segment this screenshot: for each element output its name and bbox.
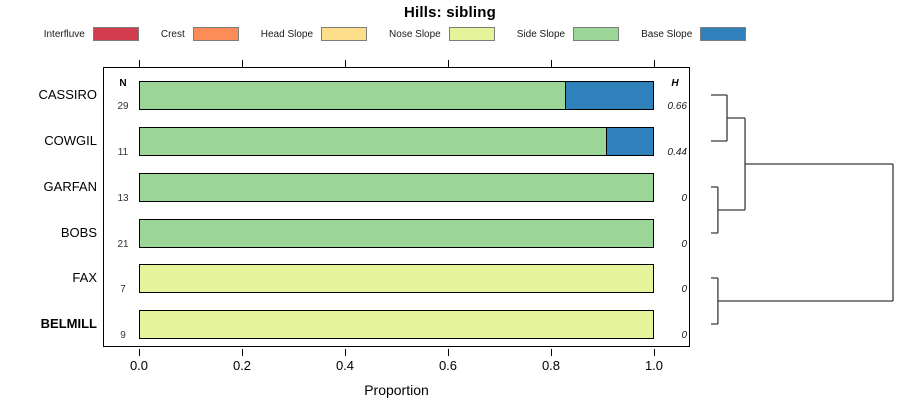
axis-tick-label: 1.0 [644, 358, 664, 373]
n-value: 13 [117, 193, 129, 204]
h-value: 0.66 [667, 101, 687, 112]
legend-swatch-interfluve [92, 27, 139, 41]
h-value: 0 [681, 330, 687, 341]
axis-tick-label: 0.2 [232, 358, 252, 373]
bar-segment-base-slope [564, 80, 654, 110]
axis-tick-label: 0.6 [438, 358, 458, 373]
axis-tick-label: 0.0 [129, 358, 149, 373]
legend-item: Base Slope [641, 27, 747, 41]
bar-segment-side-slope [139, 172, 654, 202]
dendrogram-links [711, 94, 894, 325]
x-axis-label: Proportion [364, 382, 429, 398]
legend-label: Base Slope [641, 28, 693, 40]
bar-segment-nose-slope [139, 309, 654, 339]
n-value: 29 [117, 101, 129, 112]
bar-segment-side-slope [139, 218, 654, 248]
h-value: 0 [681, 193, 687, 204]
row-label: BOBS [60, 225, 97, 240]
legend-label: Interfluve [43, 28, 85, 40]
axis-tick-top [139, 59, 141, 67]
legend-swatch-side-slope [573, 27, 620, 41]
bar-segment-side-slope [139, 126, 608, 156]
legend-swatch-head-slope [321, 27, 368, 41]
axis-tick-label: 0.8 [541, 358, 561, 373]
axis-tick-bottom [448, 348, 450, 356]
legend-label: Nose Slope [389, 28, 441, 40]
row-label: BELMILL [40, 316, 97, 331]
h-value: 0 [681, 284, 687, 295]
legend-label: Crest [160, 28, 185, 40]
bar-segment-base-slope [606, 126, 654, 156]
axis-tick-bottom [654, 348, 656, 356]
axis-tick-bottom [139, 348, 141, 356]
row-label: FAX [72, 270, 97, 285]
legend-item: Head Slope [260, 27, 368, 41]
h-column-header: H [671, 78, 679, 89]
axis-tick-bottom [242, 348, 244, 356]
legend-label: Side Slope [516, 28, 566, 40]
n-value: 9 [120, 330, 126, 341]
axis-tick-top [551, 59, 553, 67]
row-label: GARFAN [43, 179, 97, 194]
axis-tick-bottom [345, 348, 347, 356]
legend-label: Head Slope [260, 28, 314, 40]
bar-segment-nose-slope [139, 263, 654, 293]
plot-panel [103, 67, 690, 347]
page-title: Hills: sibling [404, 4, 496, 21]
axis-tick-top [345, 59, 347, 67]
h-value: 0 [681, 239, 687, 250]
legend-swatch-crest [192, 27, 239, 41]
legend-swatch-nose-slope [448, 27, 495, 41]
legend-item: Interfluve [44, 27, 139, 41]
axis-tick-top [242, 59, 244, 67]
h-value: 0.44 [667, 147, 687, 158]
legend: Interfluve Crest Head Slope Nose Slope Side … [0, 25, 790, 43]
n-column-header: N [119, 78, 127, 89]
row-label: CASSIRO [38, 87, 97, 102]
legend-item: Side Slope [516, 27, 620, 41]
axis-tick-top [448, 59, 450, 67]
legend-item: Crest [161, 27, 239, 41]
n-value: 7 [120, 284, 126, 295]
axis-tick-bottom [551, 348, 553, 356]
bar-segment-side-slope [139, 80, 567, 110]
legend-swatch-base-slope [700, 27, 747, 41]
n-value: 11 [117, 147, 129, 158]
axis-tick-top [654, 59, 656, 67]
axis-tick-label: 0.4 [335, 358, 355, 373]
n-value: 21 [117, 239, 129, 250]
row-label: COWGIL [44, 133, 97, 148]
legend-item: Nose Slope [389, 27, 495, 41]
